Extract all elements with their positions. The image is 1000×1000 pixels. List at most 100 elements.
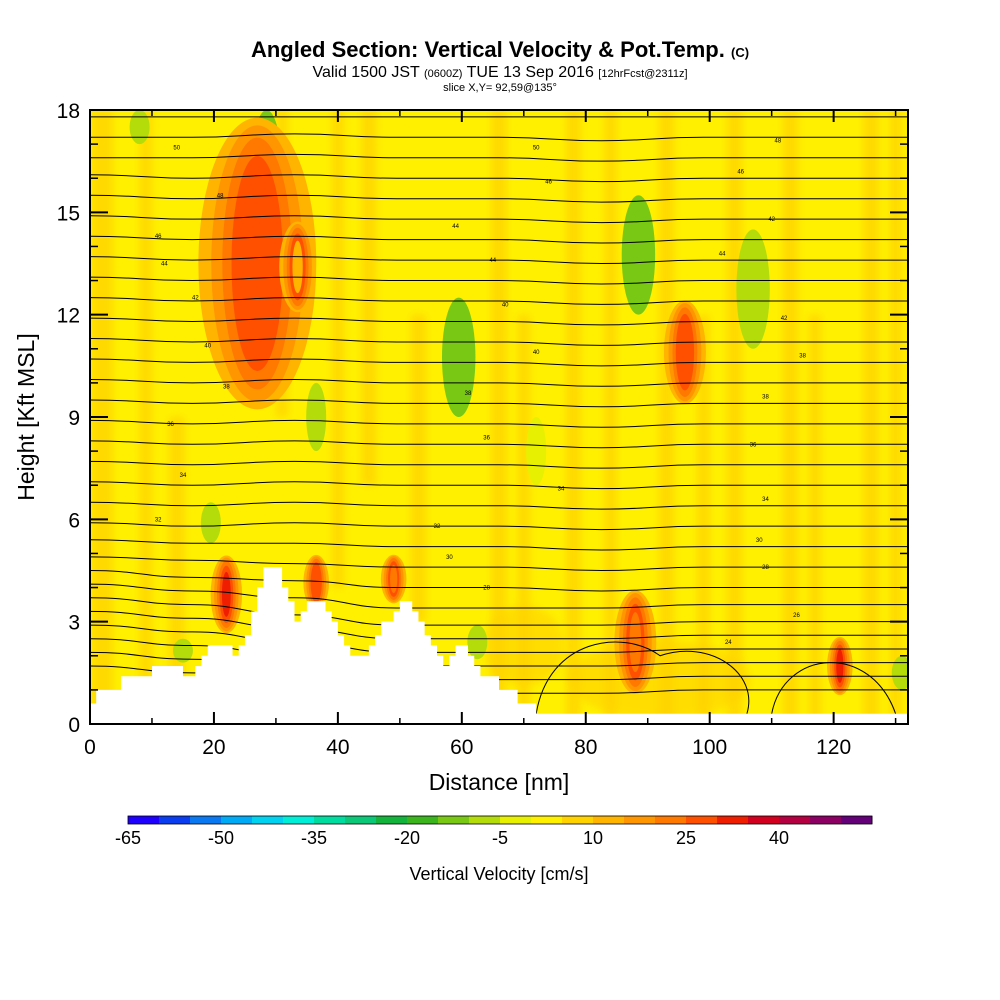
updraft-contour	[836, 649, 844, 683]
downdraft-core	[471, 629, 483, 655]
chart-title: Angled Section: Vertical Velocity & Pot.…	[0, 38, 1000, 65]
updraft-contour	[629, 612, 642, 673]
updraft-contour	[390, 564, 398, 594]
contour-label: 46	[545, 180, 552, 186]
contour-label: 30	[756, 538, 763, 544]
slice-label: slice X,Y= 92,59@135°	[443, 82, 557, 94]
theta-contour	[90, 419, 908, 428]
downdraft-core	[205, 507, 217, 539]
weak-updraft-band	[139, 110, 152, 724]
theta-contour	[90, 522, 908, 531]
downdraft-core	[177, 641, 189, 660]
contour-label: 50	[173, 146, 180, 152]
colorbar-tick-label: -35	[301, 828, 327, 848]
contour-label: 26	[793, 613, 800, 619]
contour-label: 38	[465, 391, 472, 397]
colorbar-swatch	[748, 816, 780, 824]
downdraft-core	[530, 425, 542, 477]
colorbar-swatch	[655, 816, 687, 824]
theta-contour	[90, 556, 908, 572]
theta-contour	[90, 297, 908, 305]
weak-updraft-band	[782, 110, 798, 724]
contour-label: 34	[762, 497, 769, 503]
y-tick-label: 15	[57, 202, 80, 225]
contour-label: 46	[155, 234, 162, 240]
colorbar-swatch	[345, 816, 377, 824]
theta-contour	[90, 440, 908, 449]
theta-contour	[90, 317, 908, 326]
colorbar-swatch	[779, 816, 811, 824]
theta-contour	[90, 215, 908, 224]
colorbar-tick-label: -65	[115, 828, 141, 848]
x-tick-label: 20	[202, 736, 225, 759]
colorbar-swatch	[469, 816, 501, 824]
colorbar-swatch	[717, 816, 749, 824]
theta-contour	[90, 338, 908, 346]
theta-contour	[90, 597, 908, 626]
colorbar-frame	[127, 815, 873, 825]
colorbar-swatch	[686, 816, 718, 824]
updraft-contour	[312, 566, 320, 599]
contour-label: 44	[719, 251, 726, 257]
contour-label: 38	[799, 354, 806, 360]
colorbar-swatch	[221, 816, 253, 824]
contour-label: 28	[483, 586, 490, 592]
colorbar-swatch	[593, 816, 625, 824]
colorbar: -65 -50 -35 -20 -5 10 25 40	[115, 815, 873, 848]
weak-updraft-band	[658, 110, 674, 724]
colorbar-swatch	[624, 816, 656, 824]
contour-label: 42	[781, 316, 788, 322]
terrain-mask	[90, 567, 908, 724]
theta-contour	[90, 174, 908, 183]
colorbar-swatch	[190, 816, 222, 824]
colorbar-swatch	[810, 816, 842, 824]
colorbar-swatch	[531, 816, 563, 824]
x-axis-title: Distance [nm]	[429, 769, 570, 795]
contour-label: 36	[483, 435, 490, 441]
theta-contour	[90, 539, 908, 551]
y-tick-label: 6	[68, 509, 80, 532]
colorbar-swatch	[314, 816, 346, 824]
x-tick-label: 100	[692, 736, 727, 759]
subtitle-date: TUE 13 Sep 2016	[466, 64, 594, 81]
colorbar-tick-label: 10	[583, 828, 603, 848]
contour-label: 32	[434, 524, 441, 530]
theta-contour	[90, 153, 908, 162]
theta-contour	[90, 570, 908, 592]
contour-label: 44	[489, 258, 496, 264]
theta-contour	[90, 583, 908, 609]
theta-contour	[90, 481, 908, 490]
downdraft-core	[896, 660, 908, 686]
y-tick-label: 3	[68, 612, 80, 635]
contour-label: 38	[762, 395, 769, 401]
colorbar-swatch	[438, 816, 470, 824]
downdraft-core	[743, 244, 763, 334]
downdraft-core	[134, 114, 146, 140]
colorbar-swatch	[500, 816, 532, 824]
contour-label: 42	[768, 217, 775, 223]
colorbar-tick-label: -5	[492, 828, 508, 848]
weak-updraft-band	[726, 110, 742, 724]
contour-label: 48	[217, 193, 224, 199]
updraft-contour	[221, 571, 231, 617]
contour-label: 34	[558, 487, 565, 493]
theta-contour	[90, 460, 908, 469]
theta-contour	[90, 256, 908, 265]
downdraft-core	[629, 210, 648, 300]
weak-updraft-band	[491, 110, 507, 724]
theta-contour	[90, 358, 908, 367]
colorbar-swatch	[159, 816, 191, 824]
y-tick-label: 0	[68, 714, 80, 737]
contour-label: 30	[446, 555, 453, 561]
contour-label: 44	[161, 262, 168, 268]
contour-label: 32	[155, 517, 162, 523]
colorbar-swatch	[128, 816, 160, 824]
title-block: Angled Section: Vertical Velocity & Pot.…	[0, 38, 1000, 95]
contour-label: 40	[204, 343, 211, 349]
theta-contour	[90, 501, 908, 510]
subtitle-forecast: [12hrFcst@2311z]	[598, 68, 688, 80]
colorbar-tick-label: 40	[769, 828, 789, 848]
weak-updraft-band	[331, 110, 344, 588]
contour-label: 50	[533, 146, 540, 152]
colorbar-swatch	[252, 816, 284, 824]
